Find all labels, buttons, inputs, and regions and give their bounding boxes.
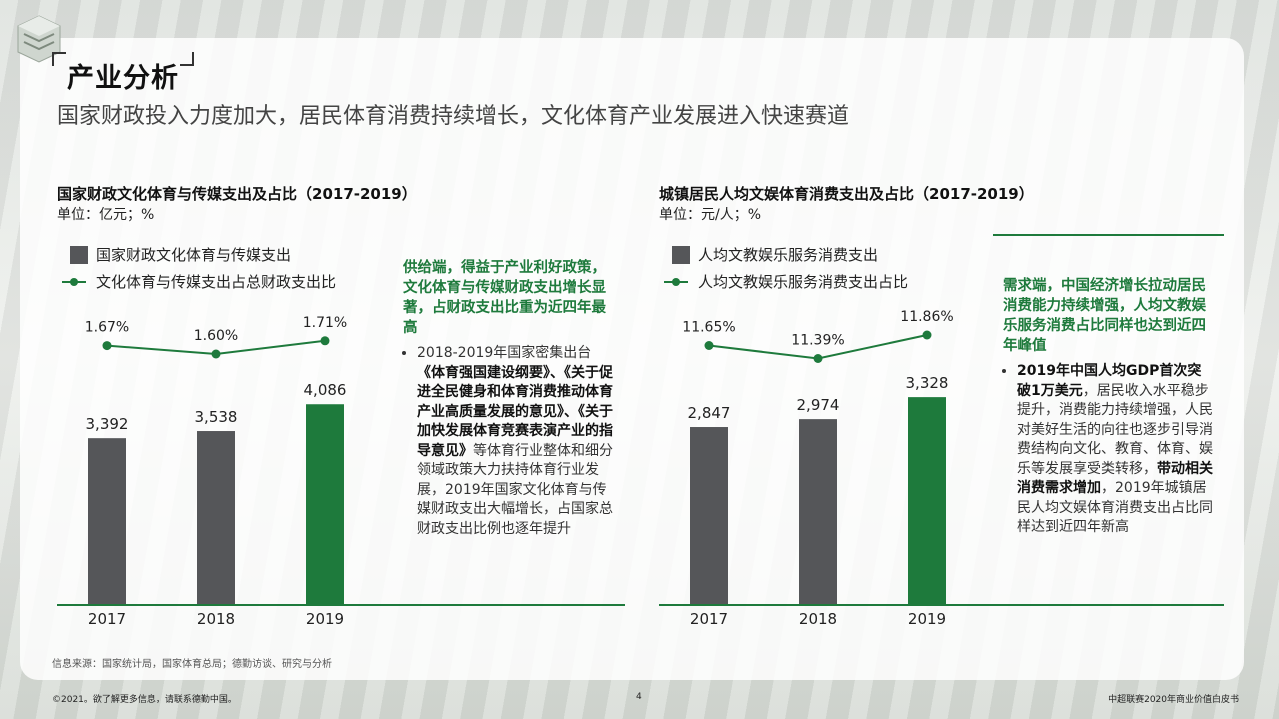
chart2-legend-bar-label: 人均文教娱乐服务消费支出 (698, 246, 879, 264)
chart2-bar-2018 (799, 419, 837, 604)
left-text-plain-1: 2018-2019年国家密集出台 (417, 345, 592, 361)
list-item: 2018-2019年国家密集出台《体育强国建设纲要》、《关于促进全民健身和体育消… (417, 344, 615, 539)
chart1-title: 国家财政文化体育与传媒支出及占比（2017-2019） (57, 185, 417, 203)
chart2-ratio-point-2018 (813, 354, 823, 363)
chart1-bar-2017 (88, 438, 126, 604)
page-subtitle: 国家财政投入力度加大，居民体育消费持续增长，文化体育产业发展进入快速赛道 (57, 104, 850, 129)
chart1-bar-2018 (197, 431, 235, 604)
chart1-ratio-label-2018: 1.60% (194, 328, 238, 344)
chart1-x-tick-2017: 2017 (88, 610, 126, 628)
chart1-ratio-point-2017 (102, 341, 112, 351)
chart1-ratio-point-2018 (211, 349, 221, 359)
chart1-bar-label-2017: 3,392 (86, 415, 129, 433)
chart1-legend-line: 文化体育与传媒支出占总财政支出比 (62, 271, 336, 292)
chart2-bar-2017 (690, 427, 728, 604)
chart1-bar-label-2019: 4,086 (304, 381, 347, 399)
chart2-ratio-point-2019 (922, 330, 932, 340)
chart1-unit: 单位：亿元；% (57, 207, 155, 223)
chart2-bar-label-2018: 2,974 (797, 396, 840, 414)
chart2-bar-label-2019: 3,328 (906, 374, 949, 392)
left-commentary-list: 2018-2019年国家密集出台《体育强国建设纲要》、《关于促进全民健身和体育消… (403, 344, 615, 539)
source-note: 信息来源：国家统计局，国家体育总局；德勤访谈、研究与分析 (52, 659, 332, 670)
right-commentary-heading: 需求端，中国经济增长拉动居民消费能力持续增强，人均文教娱乐服务消费占比同样也达到… (1003, 278, 1206, 354)
chart2-legend-bar: 人均文教娱乐服务消费支出 (672, 244, 878, 265)
chart2-x-tick-2017: 2017 (690, 610, 728, 628)
right-text-bold-1: 2019年中国人均GDP首次突破1万美元 (1017, 363, 1202, 399)
title-bracket-left (52, 52, 66, 66)
legend-line-swatch (664, 275, 688, 289)
chart1-ratio-point-2019 (320, 336, 330, 346)
chart2-bar-label-2017: 2,847 (688, 404, 731, 422)
chart1-ratio-label-2019: 1.71% (303, 315, 347, 331)
right-text-plain-2: ，2019年城镇居民人均文娱体育消费支出占比同样达到近四年新高 (1017, 480, 1213, 535)
chart2-legend-line: 人均文教娱乐服务消费支出占比 (664, 271, 908, 292)
title-bracket-right (180, 52, 194, 66)
footer-report-title: 中超联赛2020年商业价值白皮书 (1108, 695, 1239, 705)
chart2-legend-line-label: 人均文教娱乐服务消费支出占比 (698, 273, 909, 291)
list-item: 2019年中国人均GDP首次突破1万美元，居民收入水平稳步提升，消费能力持续增强… (1017, 362, 1215, 538)
chart1-x-tick-2018: 2018 (197, 610, 235, 628)
chart2-x-tick-2018: 2018 (799, 610, 837, 628)
chart2-baseline-rule (659, 604, 1224, 606)
right-commentary: 需求端，中国经济增长拉动居民消费能力持续增强，人均文教娱乐服务消费占比同样也达到… (1003, 276, 1215, 538)
right-commentary-list: 2019年中国人均GDP首次突破1万美元，居民收入水平稳步提升，消费能力持续增强… (1003, 362, 1215, 538)
page-title: 产业分析 (67, 63, 179, 94)
chart1-bar-2019 (306, 404, 344, 604)
logo-icon (17, 15, 61, 63)
chart2-bar-2019 (908, 397, 946, 604)
chart1-legend-bar: 国家财政文化体育与传媒支出 (70, 244, 291, 265)
chart2-unit: 单位：元/人；% (659, 207, 762, 223)
left-text-bold: 《体育强国建设纲要》、《关于促进全民健身和体育消费推动体育产业高质量发展的意见》… (417, 364, 613, 459)
chart2-ratio-label-2017: 11.65% (682, 320, 735, 336)
chart1-legend-bar-label: 国家财政文化体育与传媒支出 (96, 246, 292, 264)
left-commentary: 供给端，得益于产业利好政策，文化体育与传媒财政支出增长显著，占财政支出比重为近四… (403, 258, 615, 539)
right-text-plain-1: ，居民收入水平稳步提升，消费能力持续增强，人民对美好生活的向往也逐步引导消费结构… (1017, 382, 1213, 477)
chart2-ratio-point-2017 (704, 341, 714, 350)
right-text-bold-2: 带动相关消费需求增加 (1017, 460, 1213, 497)
chart2-x-tick-2019: 2019 (908, 610, 946, 628)
chart2-ratio-label-2019: 11.86% (900, 309, 953, 325)
left-text-plain-2: 等体育行业整体和细分领域政策大力扶持体育行业发展，2019年国家文化体育与传媒财… (417, 442, 613, 537)
chart1-legend-line-label: 文化体育与传媒支出占总财政支出比 (96, 273, 337, 291)
chart2-title: 城镇居民人均文娱体育消费支出及占比（2017-2019） (659, 185, 1034, 203)
chart1-x-tick-2019: 2019 (306, 610, 344, 628)
left-commentary-heading: 供给端，得益于产业利好政策，文化体育与传媒财政支出增长显著，占财政支出比重为近四… (403, 260, 606, 336)
chart2-ratio-label-2018: 11.39% (791, 333, 844, 349)
legend-bar-swatch (70, 245, 88, 264)
footer-page-number: 4 (636, 692, 642, 702)
right-text-top-rule (993, 234, 1224, 236)
chart1-bar-label-2018: 3,538 (195, 408, 238, 426)
legend-line-swatch (62, 275, 86, 289)
legend-bar-swatch (672, 245, 690, 264)
footer-copyright: ©2021。欲了解更多信息，请联系德勤中国。 (52, 695, 237, 705)
chart1-ratio-label-2017: 1.67% (85, 320, 129, 336)
chart1-baseline-rule (57, 604, 625, 606)
